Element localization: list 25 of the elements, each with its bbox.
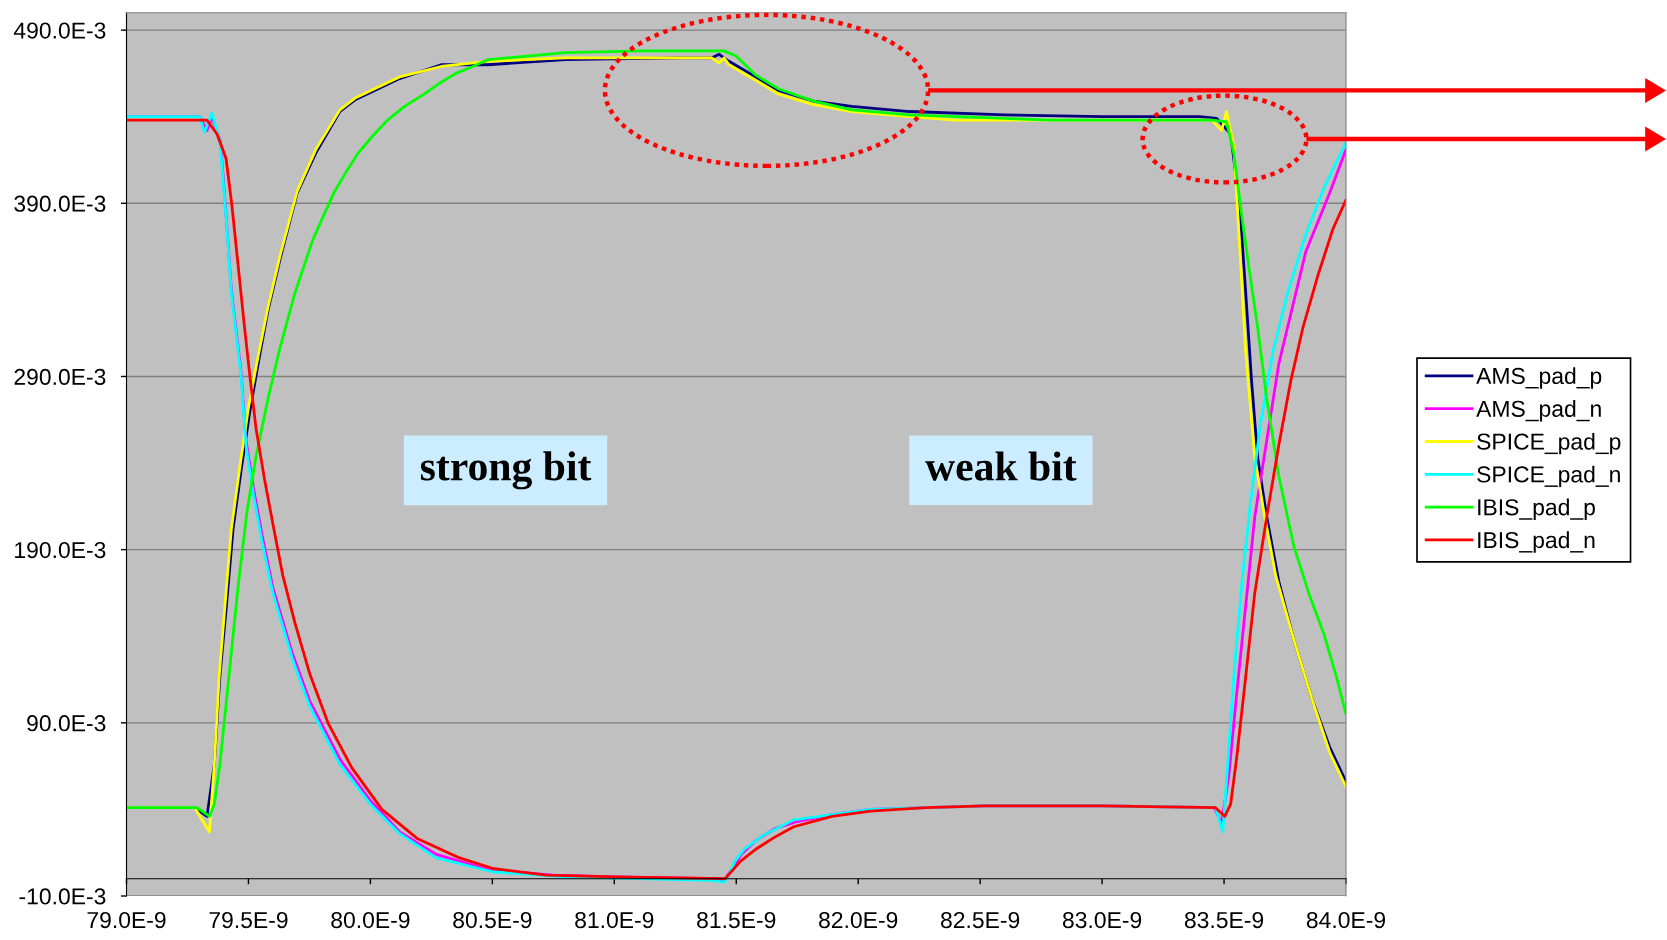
y-tick-label: 190.0E-3 <box>15 541 106 559</box>
x-tick-label: 82.5E-9 <box>941 911 1020 929</box>
x-tick-label: 79.5E-9 <box>209 911 288 929</box>
x-tick-label: 83.0E-9 <box>1062 911 1142 929</box>
x-tick-label: 80.5E-9 <box>453 911 532 929</box>
y-tick-label: 390.0E-3 <box>14 195 106 212</box>
x-tick-label: 83.5E-9 <box>1184 911 1264 929</box>
legend-label: IBIS_pad_p <box>1478 498 1595 520</box>
legend-label: AMS_pad_n <box>1476 400 1601 422</box>
x-tick-label: 81.5E-9 <box>697 911 776 929</box>
y-tick-label: 90.0E-3 <box>27 715 106 732</box>
legend-label: SPICE_pad_p <box>1477 432 1621 455</box>
x-tick-label: 82.0E-9 <box>819 911 898 929</box>
legend-label: IBIS_pad_n <box>1478 531 1595 553</box>
y-tick-label: 290.0E-3 <box>14 368 106 385</box>
annotation: weak bit <box>925 451 1077 481</box>
legend-label: SPICE_pad_n <box>1477 465 1620 488</box>
y-tick-label: -10.0E-3 <box>19 888 106 905</box>
annotation: strong bit <box>420 451 592 490</box>
x-tick-label: 79.0E-9 <box>87 911 166 929</box>
y-tick-label: 490.0E-3 <box>13 22 106 39</box>
x-tick-label: 80.0E-9 <box>331 911 410 929</box>
legend-label: AMS_pad_p <box>1476 367 1602 389</box>
x-tick-label: 81.0E-9 <box>575 911 654 929</box>
x-tick-label: 84.0E-9 <box>1306 911 1386 929</box>
